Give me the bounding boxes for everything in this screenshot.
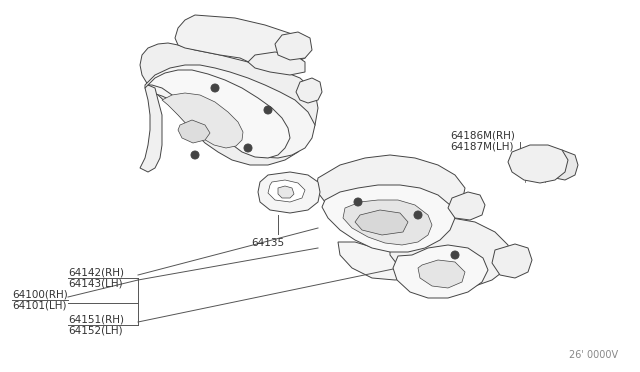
Polygon shape [162,93,243,148]
Polygon shape [343,200,432,245]
Polygon shape [248,52,305,75]
Polygon shape [258,172,320,213]
Polygon shape [296,78,322,103]
Polygon shape [390,218,510,288]
Text: 64142(RH)
64143(LH): 64142(RH) 64143(LH) [68,267,124,289]
Polygon shape [393,245,488,298]
Polygon shape [322,185,455,252]
Polygon shape [418,260,465,288]
Polygon shape [338,235,452,280]
Text: 64151(RH)
64152(LH): 64151(RH) 64152(LH) [68,314,124,336]
Polygon shape [316,155,465,235]
Circle shape [414,211,422,219]
Polygon shape [178,120,210,143]
Circle shape [244,144,252,152]
Polygon shape [175,15,310,68]
Polygon shape [148,70,290,158]
Polygon shape [140,85,162,172]
Circle shape [264,106,272,114]
Circle shape [191,151,199,159]
Circle shape [354,198,362,206]
Polygon shape [492,244,532,278]
Polygon shape [355,210,408,235]
Polygon shape [145,65,315,158]
Polygon shape [448,192,485,220]
Text: 64135: 64135 [252,238,285,248]
Polygon shape [508,145,568,183]
Polygon shape [548,150,578,180]
Text: 64100(RH)
64101(LH): 64100(RH) 64101(LH) [12,289,68,311]
Text: 26' 0000V: 26' 0000V [569,350,618,360]
Circle shape [211,84,219,92]
Circle shape [451,251,459,259]
Polygon shape [268,180,305,202]
Text: 64186M(RH)
64187M(LH): 64186M(RH) 64187M(LH) [450,130,515,152]
Polygon shape [140,43,318,165]
Polygon shape [275,32,312,60]
Circle shape [287,202,293,208]
Polygon shape [278,186,294,198]
